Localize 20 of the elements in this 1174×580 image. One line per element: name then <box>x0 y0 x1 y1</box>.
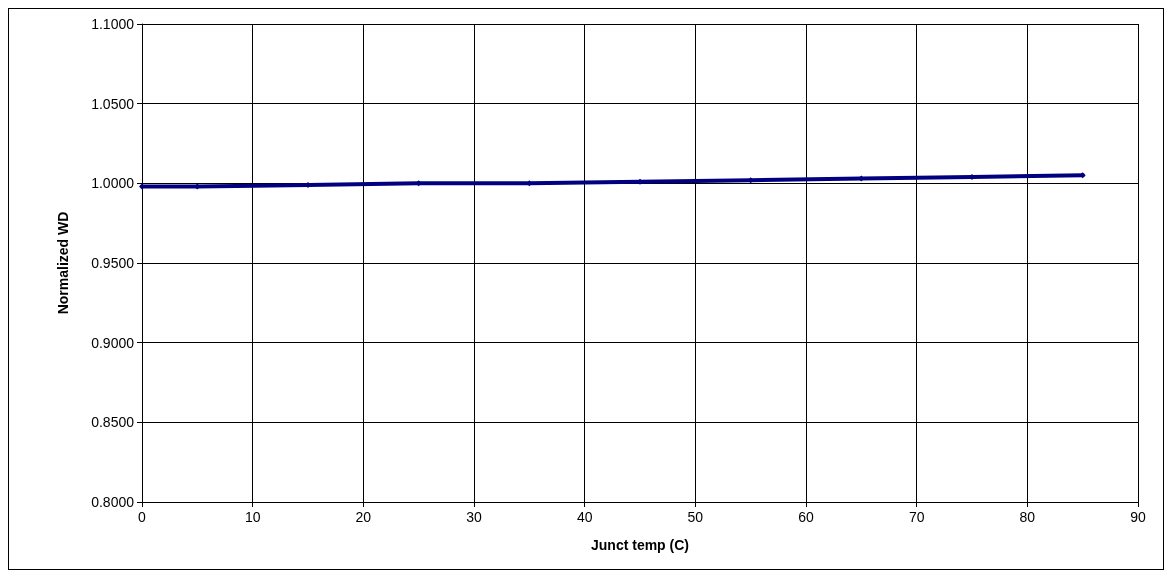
x-tick-label: 10 <box>244 509 261 525</box>
y-tick-label: 1.0500 <box>91 95 135 112</box>
y-tick-label: 0.9500 <box>91 255 135 271</box>
x-tick-label: 80 <box>1019 509 1036 525</box>
y-tick-label: 1.1000 <box>91 16 135 32</box>
y-tick-label: 1.0000 <box>91 175 135 192</box>
x-tick-label: 30 <box>466 509 482 525</box>
x-axis-title: Junct temp (C) <box>591 537 689 553</box>
y-tick-label: 0.8500 <box>91 414 135 431</box>
x-tick-label: 70 <box>908 509 925 525</box>
x-tick-label: 90 <box>1130 509 1146 525</box>
y-tick-label: 0.9000 <box>91 334 135 351</box>
point <box>637 178 643 185</box>
y-axis-title: Normalized WD <box>55 211 71 315</box>
x-tick-label: 20 <box>355 509 372 525</box>
y-tick-label: 0.8000 <box>91 494 135 510</box>
x-tick-label: 50 <box>687 509 704 525</box>
x-tick-label: 40 <box>576 509 593 525</box>
x-tick-label: 60 <box>798 509 814 525</box>
x-tick-label: 0 <box>138 509 147 525</box>
